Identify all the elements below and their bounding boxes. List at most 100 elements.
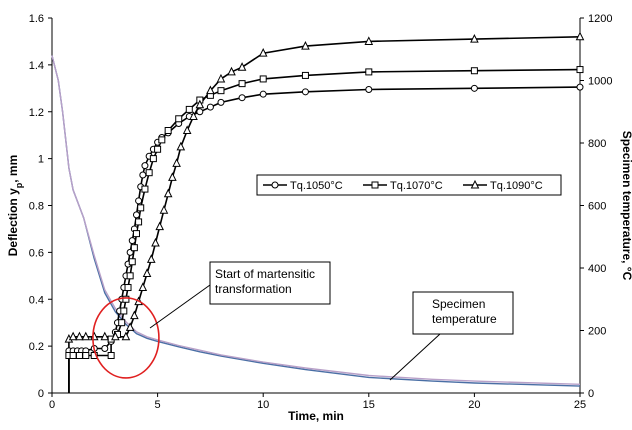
triangle-marker bbox=[237, 62, 247, 71]
triangle-marker bbox=[258, 48, 268, 57]
y-left-tick-label: 0 bbox=[38, 388, 44, 400]
y-axis-right-title: Specimen temperature, °C bbox=[620, 131, 632, 281]
y-axis-left-title: Deflection yp, mm bbox=[6, 155, 24, 257]
triangle-marker bbox=[189, 111, 198, 120]
triangle-marker bbox=[216, 73, 226, 83]
circle-marker bbox=[135, 197, 143, 205]
highlight-circle bbox=[92, 297, 160, 379]
triangle-marker bbox=[159, 205, 169, 214]
y-right-tick-label: 1200 bbox=[588, 13, 612, 25]
triangle-marker bbox=[111, 331, 120, 341]
y-left-tick-label: 1.2 bbox=[29, 107, 44, 119]
square-marker bbox=[470, 67, 478, 75]
x-tick-label: 20 bbox=[468, 399, 480, 411]
circle-marker bbox=[132, 211, 140, 219]
triangle-marker bbox=[182, 125, 192, 134]
triangle-marker bbox=[176, 141, 186, 151]
square-marker bbox=[576, 66, 584, 74]
square-marker bbox=[107, 352, 115, 359]
circle-marker bbox=[301, 88, 309, 96]
square-marker bbox=[164, 127, 172, 134]
deflection-line-triangle bbox=[68, 36, 581, 393]
square-marker bbox=[259, 75, 267, 83]
triangle-marker bbox=[130, 310, 139, 320]
y-right-tick-label: 400 bbox=[588, 263, 606, 275]
triangle-marker bbox=[301, 41, 310, 50]
annotation-box-temperature bbox=[412, 291, 514, 335]
y-left-title-subscript: p bbox=[14, 182, 24, 188]
square-marker bbox=[132, 230, 140, 238]
x-tick-label: 5 bbox=[155, 399, 161, 411]
triangle-marker bbox=[142, 268, 152, 277]
circle-marker bbox=[271, 181, 279, 189]
legend: Tq.1050°C Tq.1070°C Tq.1090°C bbox=[256, 174, 562, 196]
square-marker bbox=[175, 115, 183, 123]
annotation-text-temperature: temperature bbox=[432, 312, 497, 326]
square-marker bbox=[75, 352, 83, 359]
circle-marker bbox=[139, 171, 147, 179]
y-left-tick-label: 1.6 bbox=[29, 13, 44, 25]
y-left-tick-label: 0.2 bbox=[29, 341, 44, 353]
x-tick-label: 10 bbox=[257, 399, 269, 411]
triangle-marker bbox=[68, 331, 78, 341]
circle-marker bbox=[101, 344, 109, 352]
circle-marker bbox=[470, 84, 478, 92]
square-marker bbox=[82, 352, 90, 359]
triangle-marker bbox=[151, 237, 160, 247]
square-marker bbox=[135, 218, 143, 226]
triangle-marker bbox=[575, 31, 585, 41]
y-left-tick-label: 0.4 bbox=[29, 294, 44, 306]
triangle-marker bbox=[470, 179, 480, 189]
square-marker bbox=[130, 244, 138, 252]
triangle-marker bbox=[227, 66, 236, 76]
triangle-marker bbox=[125, 322, 135, 331]
legend-label-circle: Tq.1050°C bbox=[290, 180, 343, 192]
legend-label-square: Tq.1070°C bbox=[390, 180, 443, 192]
y-right-tick-label: 800 bbox=[588, 138, 606, 150]
square-marker bbox=[124, 284, 132, 292]
deflection-line-circle bbox=[68, 86, 581, 393]
annotation-pointer-temperature bbox=[389, 333, 441, 381]
x-tick-label: 15 bbox=[363, 399, 375, 411]
square-marker bbox=[217, 87, 225, 95]
y-left-tick-label: 0.8 bbox=[29, 201, 44, 213]
y-left-title-main: Deflection y bbox=[6, 188, 20, 256]
triangle-marker bbox=[470, 33, 479, 43]
triangle-marker bbox=[172, 158, 181, 167]
square-marker bbox=[120, 307, 128, 315]
square-marker bbox=[126, 272, 134, 280]
annotation-text-martensitic: transformation bbox=[215, 282, 292, 296]
series-group bbox=[51, 36, 581, 393]
y-left-title-unit: , mm bbox=[6, 155, 20, 183]
square-marker bbox=[301, 71, 309, 79]
triangle-marker bbox=[364, 36, 374, 45]
y-right-tick-label: 600 bbox=[588, 201, 606, 213]
annotation-pointer-martensitic bbox=[149, 284, 211, 329]
deflection-line-square bbox=[68, 68, 581, 393]
square-marker bbox=[69, 352, 77, 359]
circle-marker bbox=[576, 83, 584, 91]
square-marker bbox=[137, 204, 145, 212]
square-marker bbox=[365, 68, 373, 76]
annotation-box-martensitic bbox=[209, 261, 331, 305]
legend-box bbox=[256, 174, 562, 196]
triangle-marker bbox=[100, 331, 110, 341]
square-marker bbox=[128, 258, 136, 266]
triangle-marker bbox=[121, 331, 131, 341]
circle-marker bbox=[141, 162, 149, 170]
x-tick-label: 0 bbox=[49, 399, 55, 411]
y-left-tick-label: 1 bbox=[38, 154, 44, 166]
triangle-marker bbox=[206, 85, 215, 95]
triangle-marker bbox=[146, 254, 156, 263]
square-marker bbox=[154, 145, 162, 153]
annotation-text-temperature: Specimen bbox=[432, 297, 485, 311]
triangle-marker bbox=[81, 331, 91, 341]
triangle-marker bbox=[195, 99, 205, 109]
annotation-text-martensitic: Start of martensitic bbox=[215, 267, 315, 281]
y-right-tick-label: 0 bbox=[588, 388, 594, 400]
triangle-marker bbox=[75, 331, 84, 341]
legend-label-triangle: Tq.1090°C bbox=[490, 180, 543, 192]
temperature-curve-1 bbox=[51, 55, 581, 387]
